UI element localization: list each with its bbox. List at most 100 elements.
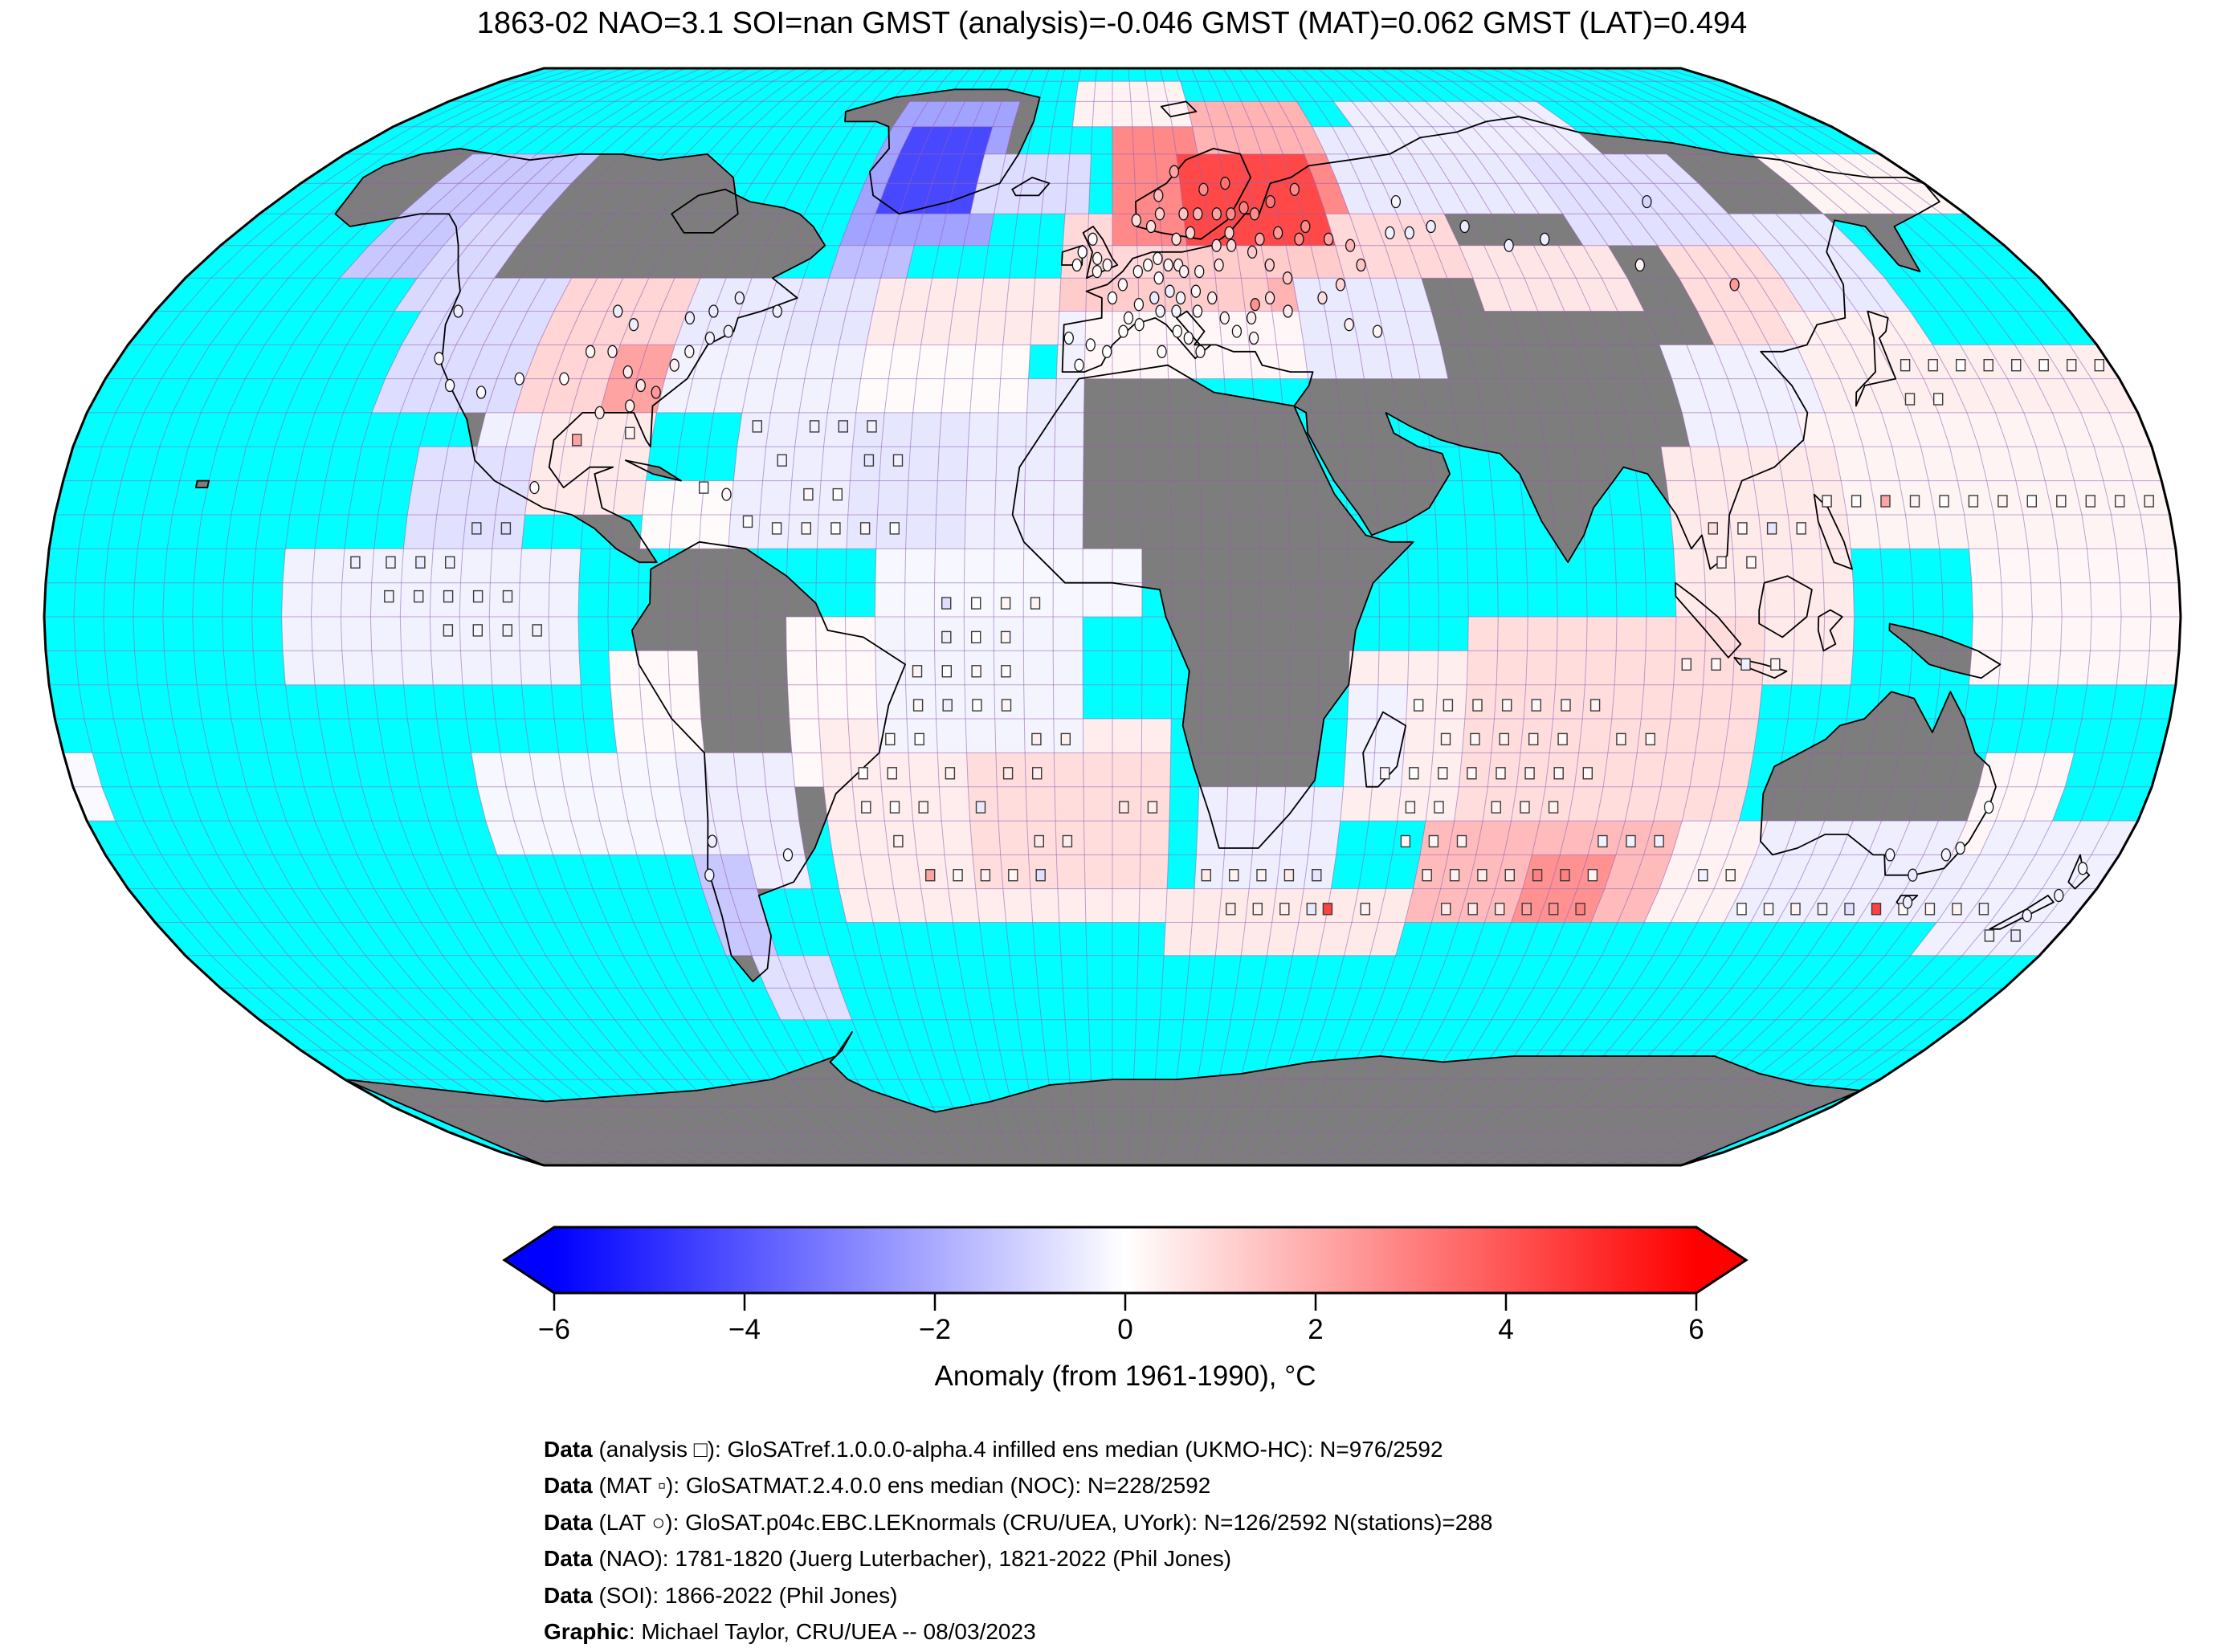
grid-cell	[341, 582, 372, 617]
lat-station-marker	[1426, 219, 1436, 234]
grid-cell	[912, 101, 947, 127]
lat-station-marker	[434, 352, 444, 365]
grid-cell	[431, 651, 463, 685]
grid-cell	[1670, 515, 1704, 549]
grid-cell	[1610, 214, 1658, 246]
grid-cell	[311, 617, 342, 651]
grid-cell	[1333, 101, 1373, 127]
mat-square-marker	[1817, 903, 1828, 916]
grid-cell	[1671, 888, 1715, 923]
grid-cell	[1834, 183, 1895, 214]
grid-cell	[1344, 278, 1379, 312]
lat-station-marker	[1390, 194, 1402, 209]
grid-cell	[418, 214, 473, 246]
grid-cell	[1196, 821, 1226, 855]
grid-cell	[638, 651, 670, 685]
grid-cell	[472, 183, 527, 214]
grid-cell	[2065, 447, 2104, 481]
mat-square-marker	[889, 522, 900, 535]
grid-cell	[1728, 378, 1768, 413]
grid-cell	[613, 719, 647, 753]
mat-square-marker	[1626, 834, 1636, 848]
grid-cell	[1000, 345, 1030, 379]
grid-cell	[1358, 345, 1393, 379]
grid-cell	[818, 719, 851, 753]
grid-cell	[1249, 345, 1280, 379]
grid-cell	[1084, 855, 1112, 889]
grid-cell	[1312, 786, 1344, 822]
grid-cell	[1700, 378, 1740, 413]
lat-station-marker	[1123, 311, 1134, 325]
grid-cell	[1133, 153, 1158, 184]
grid-cell	[1308, 821, 1341, 855]
mat-square-marker	[1496, 767, 1506, 780]
grid-cell	[401, 311, 448, 345]
grid-cell	[1776, 214, 1831, 246]
grid-cell	[893, 311, 927, 345]
grid-cell	[448, 183, 504, 214]
grid-cell	[1389, 153, 1428, 184]
grid-cell	[1791, 651, 1824, 685]
mat-square-marker	[1034, 834, 1045, 848]
grid-cell	[910, 412, 942, 447]
grid-cell	[529, 753, 564, 787]
lat-station-marker	[453, 304, 463, 318]
lat-station-marker	[1211, 207, 1222, 221]
grid-cell	[941, 126, 973, 154]
grid-cell	[2007, 378, 2053, 413]
mat-square-marker	[502, 589, 513, 603]
grid-cell	[63, 753, 102, 787]
mat-square-marker	[384, 589, 394, 603]
grid-cell	[1910, 888, 1961, 923]
grid-cell	[1847, 515, 1881, 549]
mat-square-marker	[1939, 495, 1949, 508]
mat-square-marker	[1322, 903, 1333, 916]
grid-cell	[1920, 447, 1958, 481]
grid-cell	[1896, 378, 1939, 413]
grid-cell	[1859, 278, 1911, 312]
mat-square-marker	[863, 454, 875, 467]
mat-square-marker	[1279, 903, 1290, 916]
grid-cell	[639, 684, 672, 719]
grid-cell	[839, 311, 873, 345]
grid-cell	[875, 651, 906, 685]
mat-square-marker	[1746, 556, 1757, 569]
grid-cell	[642, 480, 675, 515]
grid-cell	[953, 278, 984, 312]
grid-cell	[400, 617, 431, 651]
lat-station-marker	[1231, 324, 1243, 338]
lat-station-marker	[1300, 219, 1311, 234]
mat-square-marker	[1031, 732, 1042, 746]
grid-cell	[1222, 345, 1253, 379]
grid-cell	[1053, 480, 1083, 515]
grid-cell	[1657, 214, 1708, 246]
grid-cell	[1259, 101, 1292, 127]
grid-cell	[1998, 651, 2031, 685]
grid-cell	[1473, 183, 1516, 214]
grid-cell	[1821, 549, 1854, 583]
lat-station-marker	[669, 358, 679, 372]
grid-cell	[1704, 214, 1757, 246]
grid-cell	[1700, 684, 1733, 719]
grid-cell	[832, 855, 867, 889]
grid-cell	[791, 447, 824, 481]
mat-square-marker	[809, 420, 820, 433]
grid-cell	[1054, 447, 1084, 481]
grid-cell	[1218, 153, 1248, 184]
grid-cell	[1140, 821, 1169, 855]
mat-square-marker	[1528, 732, 1539, 746]
lat-station-marker	[1165, 284, 1175, 298]
grid-cell	[798, 378, 833, 413]
grid-cell	[1083, 549, 1112, 583]
grid-cell	[510, 311, 554, 345]
grid-cell	[1935, 515, 1969, 549]
grid-cell	[1437, 651, 1468, 685]
grid-cell	[1141, 719, 1172, 753]
grid-cell	[1644, 888, 1687, 923]
grid-cell	[1764, 582, 1795, 617]
anomaly-grid-cells	[63, 81, 2181, 1020]
grid-cell	[1002, 311, 1033, 345]
grid-cell	[939, 786, 970, 822]
grid-cell	[1368, 153, 1406, 184]
mat-square-marker	[1477, 868, 1487, 882]
